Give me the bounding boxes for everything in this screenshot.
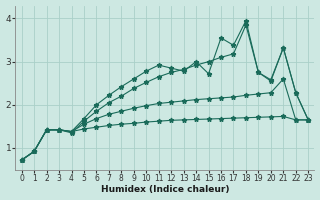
X-axis label: Humidex (Indice chaleur): Humidex (Indice chaleur) xyxy=(101,185,229,194)
